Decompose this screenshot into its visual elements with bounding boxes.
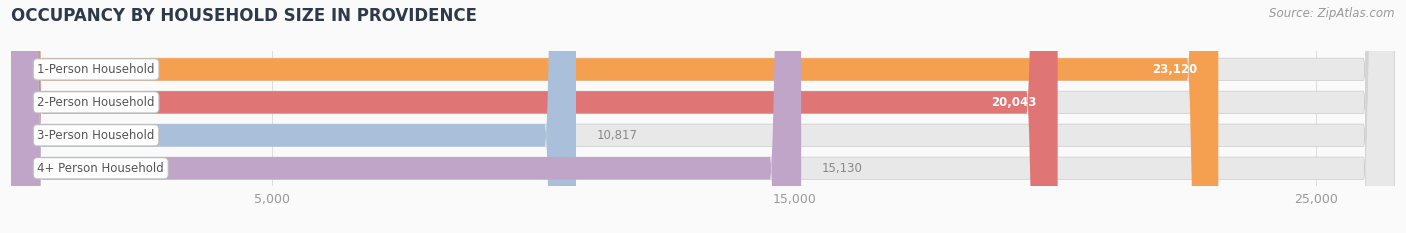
Text: 1-Person Household: 1-Person Household [38, 63, 155, 76]
FancyBboxPatch shape [11, 0, 1395, 233]
Text: 2-Person Household: 2-Person Household [38, 96, 155, 109]
Text: 10,817: 10,817 [598, 129, 638, 142]
Text: 4+ Person Household: 4+ Person Household [38, 162, 165, 175]
FancyBboxPatch shape [11, 0, 801, 233]
Text: 23,120: 23,120 [1152, 63, 1198, 76]
FancyBboxPatch shape [11, 0, 1395, 233]
Text: 15,130: 15,130 [823, 162, 863, 175]
FancyBboxPatch shape [11, 0, 1395, 233]
Text: OCCUPANCY BY HOUSEHOLD SIZE IN PROVIDENCE: OCCUPANCY BY HOUSEHOLD SIZE IN PROVIDENC… [11, 7, 477, 25]
Text: 3-Person Household: 3-Person Household [38, 129, 155, 142]
FancyBboxPatch shape [11, 0, 576, 233]
Text: 20,043: 20,043 [991, 96, 1036, 109]
FancyBboxPatch shape [11, 0, 1057, 233]
Text: Source: ZipAtlas.com: Source: ZipAtlas.com [1270, 7, 1395, 20]
FancyBboxPatch shape [11, 0, 1218, 233]
FancyBboxPatch shape [11, 0, 1395, 233]
